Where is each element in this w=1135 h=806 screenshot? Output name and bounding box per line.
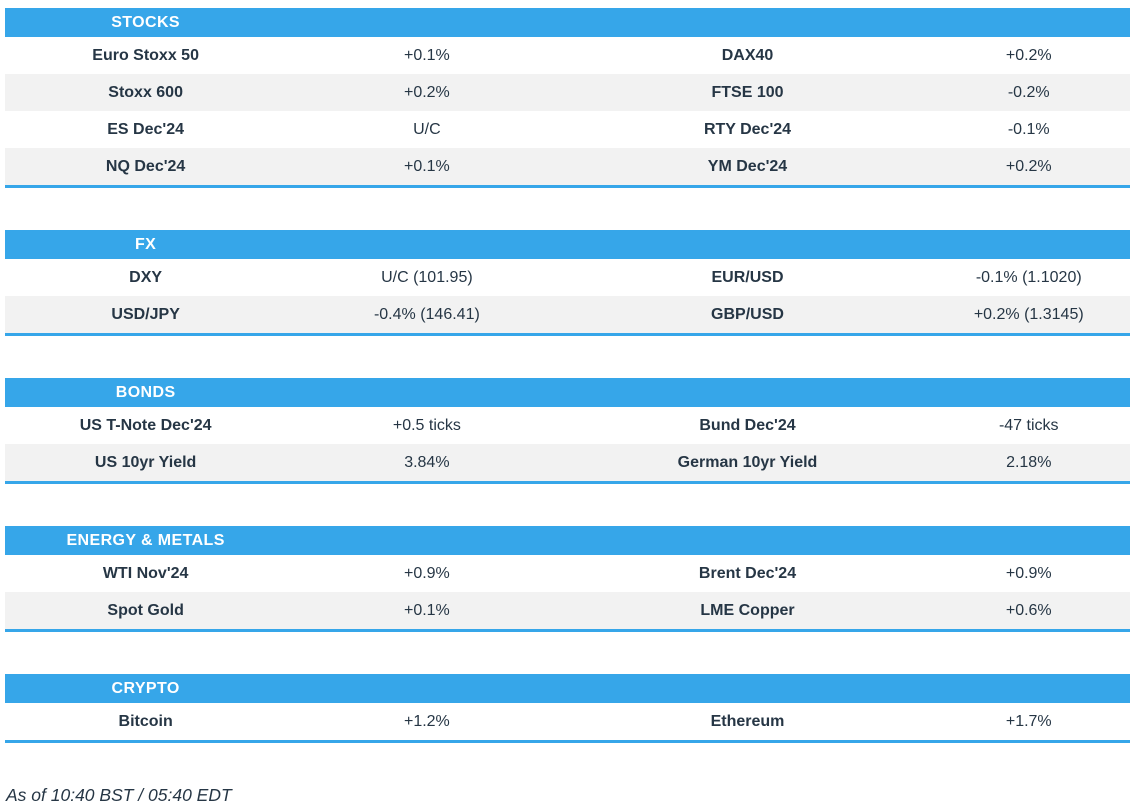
section-bonds: BONDS US T-Note Dec'24 +0.5 ticks Bund D… <box>5 378 1130 484</box>
change-value: +0.1% <box>403 46 450 64</box>
change-value: U/C (101.95) <box>381 268 473 286</box>
instrument-label: US T-Note Dec'24 <box>79 416 212 434</box>
instrument-label: YM Dec'24 <box>707 157 788 175</box>
section-rows: US T-Note Dec'24 +0.5 ticks Bund Dec'24 … <box>5 407 1130 481</box>
section-rows: Bitcoin +1.2% Ethereum +1.7% <box>5 703 1130 740</box>
table-row: NQ Dec'24 +0.1% YM Dec'24 +0.2% <box>5 148 1130 185</box>
instrument-label: NQ Dec'24 <box>105 157 186 175</box>
instrument-label: FTSE 100 <box>711 83 784 101</box>
section-title: BONDS <box>115 383 176 401</box>
instrument-label: Brent Dec'24 <box>698 564 797 582</box>
change-value: +0.2% <box>403 83 450 101</box>
table-row: DXY U/C (101.95) EUR/USD -0.1% (1.1020) <box>5 259 1130 296</box>
change-value: +0.1% <box>403 601 450 619</box>
change-value: +1.7% <box>1005 712 1052 730</box>
table-row: Bitcoin +1.2% Ethereum +1.7% <box>5 703 1130 740</box>
market-summary: STOCKS Euro Stoxx 50 +0.1% DAX40 +0.2% S… <box>5 8 1130 743</box>
instrument-label: RTY Dec'24 <box>703 120 792 138</box>
instrument-label: Bund Dec'24 <box>699 416 796 434</box>
section-header: CRYPTO <box>5 674 1130 703</box>
table-row: Spot Gold +0.1% LME Copper +0.6% <box>5 592 1130 629</box>
change-value: 3.84% <box>404 453 450 471</box>
instrument-label: EUR/USD <box>711 268 784 286</box>
section-title: CRYPTO <box>111 679 180 697</box>
change-value: +0.2% (1.3145) <box>973 305 1084 323</box>
change-value: -0.4% (146.41) <box>373 305 480 323</box>
instrument-label: Spot Gold <box>107 601 184 619</box>
section-title: STOCKS <box>111 13 181 31</box>
instrument-label: USD/JPY <box>111 305 180 323</box>
section-title: FX <box>135 235 157 253</box>
section-rows: DXY U/C (101.95) EUR/USD -0.1% (1.1020) … <box>5 259 1130 333</box>
instrument-label: Bitcoin <box>118 712 173 730</box>
instrument-label: GBP/USD <box>711 305 784 323</box>
table-row: ES Dec'24 U/C RTY Dec'24 -0.1% <box>5 111 1130 148</box>
instrument-label: Euro Stoxx 50 <box>92 46 199 64</box>
as-of-timestamp: As of 10:40 BST / 05:40 EDT <box>6 785 232 805</box>
change-value: +0.5 ticks <box>392 416 461 434</box>
table-row: WTI Nov'24 +0.9% Brent Dec'24 +0.9% <box>5 555 1130 592</box>
change-value: +0.1% <box>403 157 450 175</box>
instrument-label: US 10yr Yield <box>94 453 197 471</box>
section-stocks: STOCKS Euro Stoxx 50 +0.1% DAX40 +0.2% S… <box>5 8 1130 188</box>
change-value: +0.6% <box>1005 601 1052 619</box>
table-row: US 10yr Yield 3.84% German 10yr Yield 2.… <box>5 444 1130 481</box>
change-value: U/C <box>413 120 441 138</box>
change-value: -0.2% <box>1007 83 1050 101</box>
change-value: -0.1% (1.1020) <box>975 268 1082 286</box>
instrument-label: DAX40 <box>721 46 774 64</box>
section-crypto: CRYPTO Bitcoin +1.2% Ethereum +1.7% <box>5 674 1130 743</box>
instrument-label: DXY <box>129 268 163 286</box>
section-rows: Euro Stoxx 50 +0.1% DAX40 +0.2% Stoxx 60… <box>5 37 1130 185</box>
instrument-label: ES Dec'24 <box>107 120 184 138</box>
change-value: +0.9% <box>1005 564 1052 582</box>
change-value: +0.2% <box>1005 157 1052 175</box>
change-value: +0.9% <box>403 564 450 582</box>
instrument-label: LME Copper <box>700 601 795 619</box>
instrument-label: WTI Nov'24 <box>102 564 189 582</box>
change-value: -47 ticks <box>998 416 1059 434</box>
instrument-label: German 10yr Yield <box>677 453 818 471</box>
change-value: -0.1% <box>1007 120 1050 138</box>
instrument-label: Ethereum <box>710 712 785 730</box>
section-rows: WTI Nov'24 +0.9% Brent Dec'24 +0.9% Spot… <box>5 555 1130 629</box>
section-header: BONDS <box>5 378 1130 407</box>
table-row: Euro Stoxx 50 +0.1% DAX40 +0.2% <box>5 37 1130 74</box>
section-header: FX <box>5 230 1130 259</box>
section-fx: FX DXY U/C (101.95) EUR/USD -0.1% (1.102… <box>5 230 1130 336</box>
change-value: +0.2% <box>1005 46 1052 64</box>
instrument-label: Stoxx 600 <box>108 83 183 101</box>
section-header: STOCKS <box>5 8 1130 37</box>
table-row: Stoxx 600 +0.2% FTSE 100 -0.2% <box>5 74 1130 111</box>
change-value: +1.2% <box>403 712 450 730</box>
table-row: USD/JPY -0.4% (146.41) GBP/USD +0.2% (1.… <box>5 296 1130 333</box>
section-header: ENERGY & METALS <box>5 526 1130 555</box>
section-title: ENERGY & METALS <box>66 531 225 549</box>
change-value: 2.18% <box>1006 453 1052 471</box>
table-row: US T-Note Dec'24 +0.5 ticks Bund Dec'24 … <box>5 407 1130 444</box>
section-energy-metals: ENERGY & METALS WTI Nov'24 +0.9% Brent D… <box>5 526 1130 632</box>
